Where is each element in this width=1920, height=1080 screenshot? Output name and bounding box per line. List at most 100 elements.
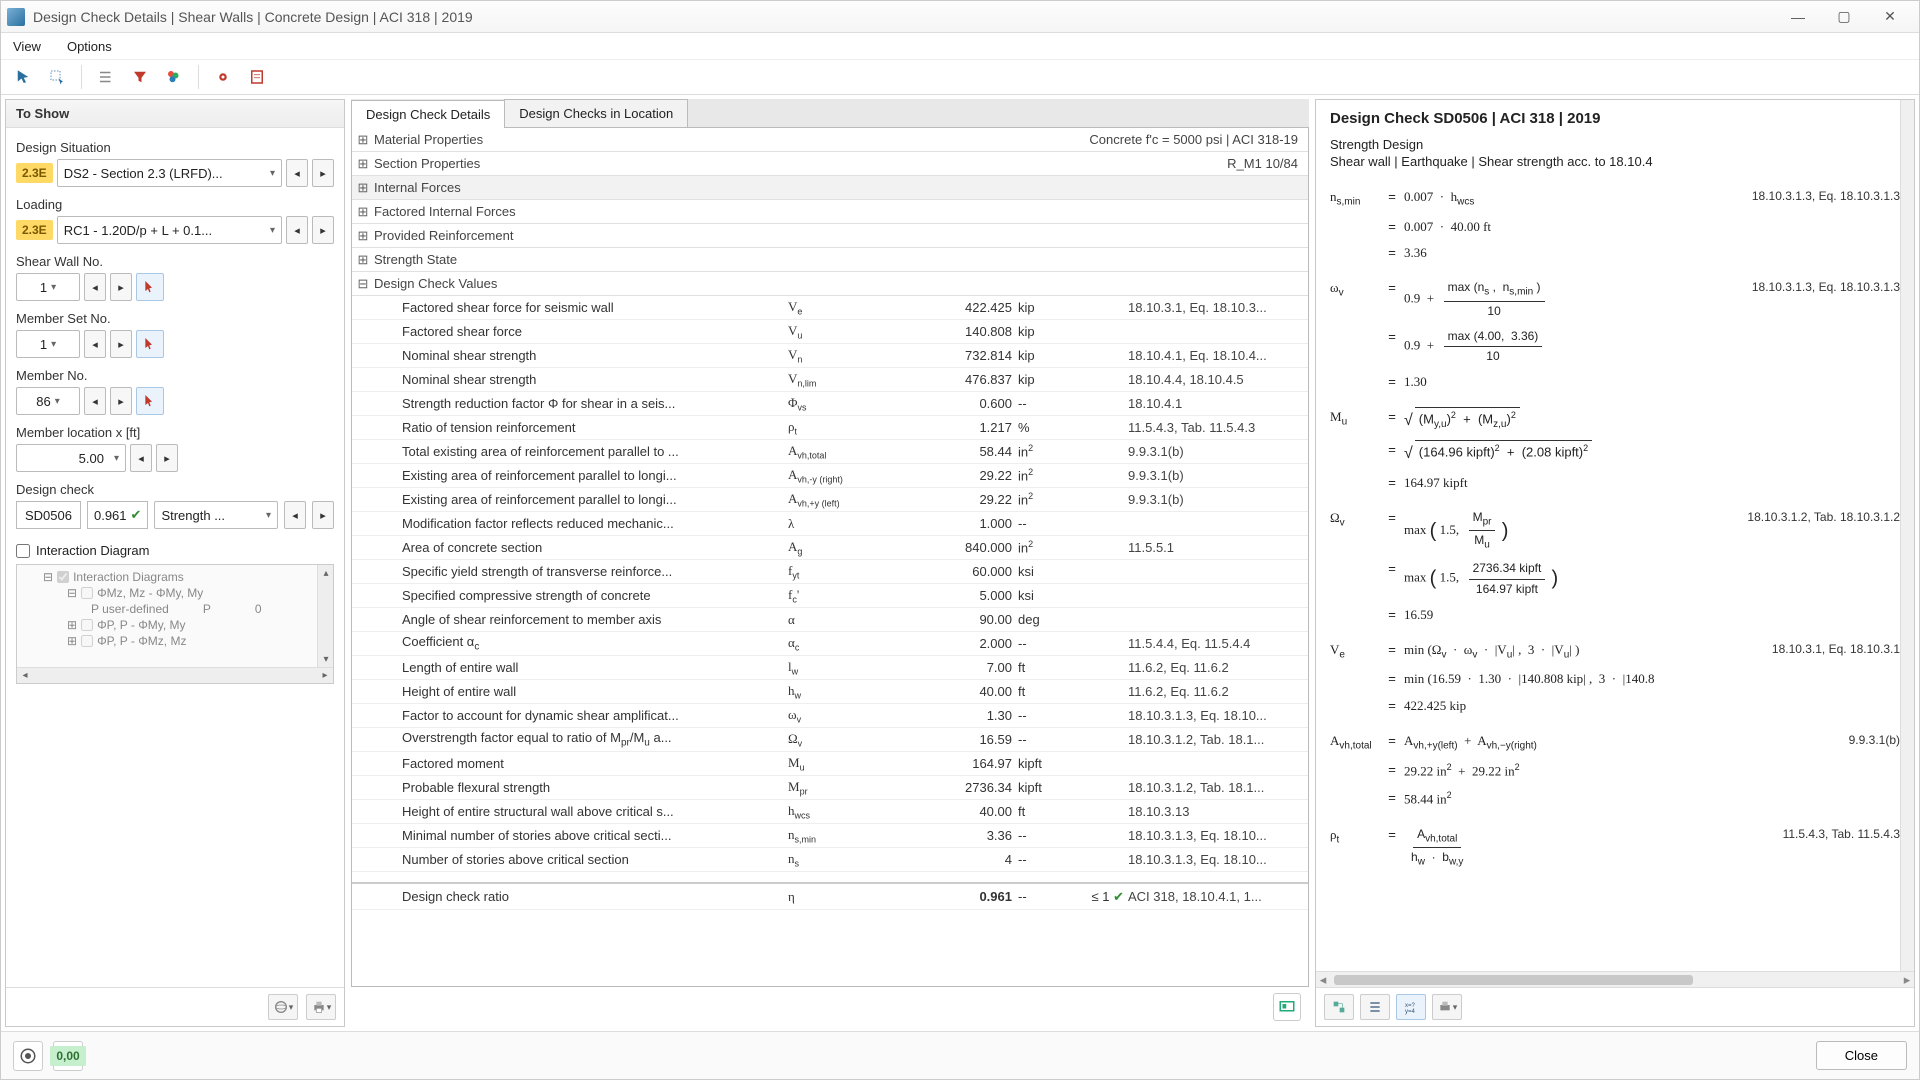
tree-chk-4 xyxy=(81,635,93,647)
right-sub2: Shear wall | Earthquake | Shear strength… xyxy=(1330,154,1900,169)
tool-colors-icon[interactable] xyxy=(160,63,188,91)
table-row: Height of entire wallhw40.00ft11.6.2, Eq… xyxy=(352,680,1308,704)
table-row: Modification factor reflects reduced mec… xyxy=(352,512,1308,536)
table-row: Probable flexural strengthMpr2736.34kipf… xyxy=(352,776,1308,800)
dc-desc-combo[interactable]: Strength ...▾ xyxy=(154,501,278,529)
design-situation-combo[interactable]: DS2 - Section 2.3 (LRFD)...▾ xyxy=(57,159,282,187)
rf-icon1[interactable] xyxy=(1324,994,1354,1020)
tab-details[interactable]: Design Check Details xyxy=(351,100,505,128)
expand-icon[interactable]: ⊞ xyxy=(352,228,374,244)
rf-print-icon[interactable]: ▾ xyxy=(1432,994,1462,1020)
view3d-icon[interactable]: ▾ xyxy=(268,994,298,1020)
table-row: Coefficient αcαc2.000--11.5.4.4, Eq. 11.… xyxy=(352,632,1308,656)
num-format-button[interactable]: 0,00 xyxy=(53,1041,83,1071)
dc-ratio: 0.961 xyxy=(94,508,127,523)
table-row: Nominal shear strengthVn732.814kip18.10.… xyxy=(352,344,1308,368)
tree-chk-1 xyxy=(81,587,93,599)
sw-next-button[interactable]: ▸ xyxy=(110,273,132,301)
tool-cursor-icon[interactable] xyxy=(9,63,37,91)
table-row: Nominal shear strengthVn,lim476.837kip18… xyxy=(352,368,1308,392)
dc-code: SD0506 xyxy=(16,501,81,529)
collapse-icon[interactable]: ⊟ xyxy=(352,276,374,292)
expand-icon[interactable]: ⊞ xyxy=(352,132,374,148)
shearwall-label: Shear Wall No. xyxy=(16,254,334,269)
table-row: Specified compressive strength of concre… xyxy=(352,584,1308,608)
memberset-combo[interactable]: 1▾ xyxy=(16,330,80,358)
toolbar xyxy=(1,59,1919,95)
interaction-label: Interaction Diagram xyxy=(36,543,149,558)
loc-prev-button[interactable]: ◂ xyxy=(130,444,152,472)
expand-icon[interactable]: ⊞ xyxy=(352,156,374,172)
print-icon[interactable]: ▾ xyxy=(306,994,336,1020)
menu-options[interactable]: Options xyxy=(63,37,116,56)
m-pick-icon[interactable] xyxy=(136,387,164,415)
m-prev-button[interactable]: ◂ xyxy=(84,387,106,415)
interaction-checkbox[interactable] xyxy=(16,544,30,558)
ds-next-button[interactable]: ▸ xyxy=(312,159,334,187)
svg-text:x=?: x=? xyxy=(1405,1003,1416,1009)
table-row: Factored momentMu164.97kipft xyxy=(352,752,1308,776)
sw-prev-button[interactable]: ◂ xyxy=(84,273,106,301)
preview-icon[interactable] xyxy=(1273,993,1301,1021)
tool-settings-icon[interactable] xyxy=(209,63,237,91)
member-label: Member No. xyxy=(16,368,334,383)
help-icon[interactable] xyxy=(13,1041,43,1071)
svg-text:y=4: y=4 xyxy=(1405,1009,1416,1015)
shearwall-combo[interactable]: 1▾ xyxy=(16,273,80,301)
maximize-button[interactable]: ▢ xyxy=(1821,2,1867,32)
design-situation-label: Design Situation xyxy=(16,140,334,155)
table-row: Angle of shear reinforcement to member a… xyxy=(352,608,1308,632)
memberset-label: Member Set No. xyxy=(16,311,334,326)
designcheck-label: Design check xyxy=(16,482,334,497)
close-window-button[interactable]: ✕ xyxy=(1867,2,1913,32)
expand-icon[interactable]: ⊞ xyxy=(352,180,374,196)
table-row: Existing area of reinforcement parallel … xyxy=(352,464,1308,488)
ds-prev-button[interactable]: ◂ xyxy=(286,159,308,187)
load-prev-button[interactable]: ◂ xyxy=(286,216,308,244)
location-combo[interactable]: 5.00▾ xyxy=(16,444,126,472)
ms-prev-button[interactable]: ◂ xyxy=(84,330,106,358)
tool-select-icon[interactable] xyxy=(43,63,71,91)
tree-chk-root xyxy=(57,571,69,583)
rf-icon2[interactable] xyxy=(1360,994,1390,1020)
final-row: Design check ratio η 0.961 -- ≤ 1 ✔ ACI … xyxy=(352,882,1308,910)
right-title: Design Check SD0506 | ACI 318 | 2019 xyxy=(1330,110,1900,127)
close-button[interactable]: Close xyxy=(1816,1041,1907,1070)
m-next-button[interactable]: ▸ xyxy=(110,387,132,415)
ms-pick-icon[interactable] xyxy=(136,330,164,358)
table-row: Number of stories above critical section… xyxy=(352,848,1308,872)
dc-prev-button[interactable]: ◂ xyxy=(284,501,306,529)
expand-icon[interactable]: ⊞ xyxy=(352,204,374,220)
sw-pick-icon[interactable] xyxy=(136,273,164,301)
tab-location[interactable]: Design Checks in Location xyxy=(504,99,688,127)
table-row: Minimal number of stories above critical… xyxy=(352,824,1308,848)
expand-icon[interactable]: ⊞ xyxy=(352,252,374,268)
center-panel: Design Check Details Design Checks in Lo… xyxy=(351,99,1309,1027)
left-header: To Show xyxy=(6,100,344,128)
window-title: Design Check Details | Shear Walls | Con… xyxy=(33,9,1775,25)
tool-list-icon[interactable] xyxy=(92,63,120,91)
location-label: Member location x [ft] xyxy=(16,425,334,440)
tabstrip: Design Check Details Design Checks in Lo… xyxy=(351,99,1309,128)
table-row: Factor to account for dynamic shear ampl… xyxy=(352,704,1308,728)
ms-next-button[interactable]: ▸ xyxy=(110,330,132,358)
left-panel: To Show Design Situation 2.3E DS2 - Sect… xyxy=(5,99,345,1027)
right-sub1: Strength Design xyxy=(1330,137,1900,152)
app-icon xyxy=(7,8,25,26)
tool-filter-icon[interactable] xyxy=(126,63,154,91)
loading-combo[interactable]: RC1 - 1.20D/p + L + 0.1...▾ xyxy=(57,216,282,244)
dc-next-button[interactable]: ▸ xyxy=(312,501,334,529)
member-combo[interactable]: 86▾ xyxy=(16,387,80,415)
loc-next-button[interactable]: ▸ xyxy=(156,444,178,472)
minimize-button[interactable]: — xyxy=(1775,2,1821,32)
vscrollbar[interactable] xyxy=(1900,100,1914,971)
table-row: Existing area of reinforcement parallel … xyxy=(352,488,1308,512)
rf-icon3[interactable]: x=?y=4 xyxy=(1396,994,1426,1020)
menu-view[interactable]: View xyxy=(9,37,45,56)
load-next-button[interactable]: ▸ xyxy=(312,216,334,244)
table-row: Length of entire walllw7.00ft11.6.2, Eq.… xyxy=(352,656,1308,680)
table-row: Ratio of tension reinforcementρt1.217%11… xyxy=(352,416,1308,440)
hscrollbar[interactable]: ◂ ▸ xyxy=(1316,971,1914,987)
right-body: Design Check SD0506 | ACI 318 | 2019 Str… xyxy=(1316,100,1914,971)
tool-report-icon[interactable] xyxy=(243,63,271,91)
